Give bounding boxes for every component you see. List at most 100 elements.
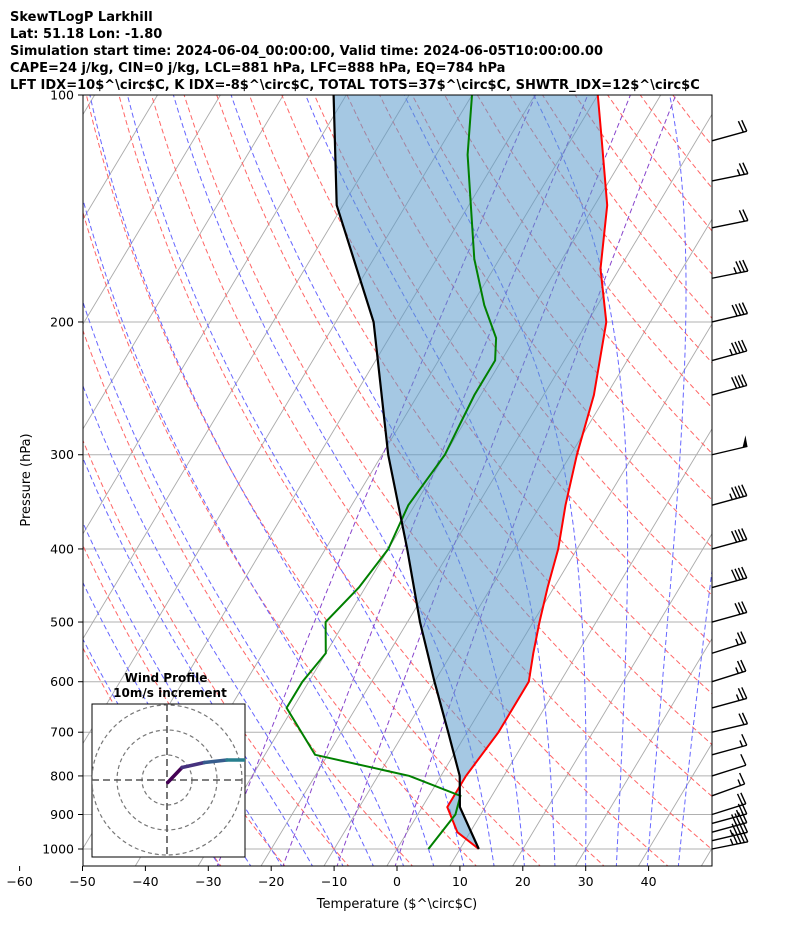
moist-adiabat	[83, 521, 283, 866]
isotherm-line	[575, 637, 712, 866]
isotherm-line	[83, 95, 284, 430]
barb-half-flag	[733, 267, 738, 274]
x-tick-label: −30	[195, 874, 221, 889]
cape-area	[333, 95, 608, 849]
barb-flag	[730, 530, 738, 543]
isotherm-line	[83, 95, 221, 325]
barb-staff	[711, 577, 747, 589]
barb-flag	[742, 162, 749, 175]
barb-flag	[730, 342, 738, 355]
barb-flag	[737, 602, 745, 614]
dry-adiabat	[118, 95, 605, 866]
barb-flag	[730, 814, 738, 826]
moist-adiabat	[83, 197, 405, 866]
wind-barb	[711, 339, 748, 362]
barb-flag	[741, 733, 748, 746]
wind-barb	[711, 792, 747, 816]
y-tick-label: 600	[50, 674, 74, 689]
barb-staff	[711, 764, 747, 777]
time-line: Simulation start time: 2024-06-04_00:00:…	[10, 44, 603, 59]
y-tick-label: 800	[50, 768, 74, 783]
barb-half-flag	[729, 348, 733, 356]
barb-staff	[711, 495, 747, 506]
indices-line-2: LFT IDX=10$^\circ$C, K IDX=-8$^\circ$C, …	[10, 78, 700, 93]
barb-flag	[737, 485, 745, 497]
barb-flag	[738, 303, 745, 315]
dry-adiabat	[183, 95, 712, 851]
hodograph-segment	[272, 758, 277, 766]
wind-barb	[711, 528, 748, 550]
barb-pennant	[742, 435, 748, 448]
barb-flag	[741, 687, 748, 699]
y-tick-label: 100	[50, 88, 74, 103]
wind-barb	[711, 209, 749, 229]
dry-adiabat	[444, 95, 712, 455]
barb-flag	[741, 119, 748, 132]
barb-flag	[736, 632, 744, 644]
wind-barb	[711, 484, 748, 506]
isotherm-line	[637, 742, 712, 866]
dry-adiabat	[85, 95, 541, 866]
hodograph-segment	[166, 765, 184, 785]
barb-flag	[738, 260, 746, 273]
hodograph-segment	[247, 758, 262, 761]
temperature-profile	[446, 95, 609, 850]
y-tick-label: 300	[50, 447, 74, 462]
x-tick-label: −60	[6, 874, 32, 889]
moist-adiabat	[89, 95, 435, 866]
barb-staff	[711, 723, 748, 733]
barb-half-flag	[737, 779, 742, 786]
barb-staff	[711, 384, 747, 396]
wind-barb	[711, 374, 748, 396]
x-tick-label: −10	[321, 874, 347, 889]
barb-flag	[740, 753, 747, 766]
dry-adiabat	[607, 95, 712, 232]
moist-adiabat	[646, 95, 687, 866]
barb-flag	[742, 209, 749, 221]
y-tick-label: 1000	[42, 842, 74, 857]
barb-half-flag	[729, 829, 734, 837]
y-tick-label: 400	[50, 541, 74, 556]
barb-flag	[741, 302, 749, 314]
moist-adiabat	[83, 384, 344, 866]
barb-flag	[741, 484, 748, 496]
location-line: Lat: 51.18 Lon: -1.80	[10, 27, 163, 42]
barb-flag	[738, 713, 745, 725]
barb-half-flag	[735, 809, 740, 817]
x-tick-label: 40	[641, 874, 657, 889]
wind-barb	[711, 772, 746, 797]
moist-adiabat	[83, 456, 314, 866]
dry-adiabat	[411, 95, 712, 501]
moist-adiabat	[172, 95, 495, 866]
x-axis-label: Temperature ($^\circ$C)	[316, 897, 477, 912]
moist-adiabat	[126, 95, 465, 866]
barb-half-flag	[729, 493, 733, 500]
barb-staff	[711, 445, 748, 456]
y-tick-label: 200	[50, 314, 74, 329]
barb-staff	[711, 350, 747, 362]
barb-half-flag	[735, 694, 740, 701]
dry-adiabat	[83, 329, 414, 866]
isotherm-line	[83, 95, 347, 535]
wind-barb	[711, 302, 749, 323]
barb-flag	[734, 813, 741, 825]
barb-flag	[737, 688, 745, 700]
y-axis-label: Pressure (hPa)	[19, 433, 34, 526]
barb-flag	[737, 567, 745, 580]
barb-flag	[734, 341, 741, 354]
barb-staff	[711, 783, 745, 797]
barb-staff	[711, 821, 747, 833]
barb-flag	[738, 209, 746, 222]
x-tick-label: 20	[515, 874, 531, 889]
barb-flag	[731, 823, 738, 836]
barb-staff	[711, 831, 748, 842]
moist-adiabat	[677, 566, 712, 866]
barb-half-flag	[735, 667, 739, 674]
barb-staff	[711, 611, 747, 623]
barb-flag	[737, 340, 745, 353]
indices-line-1: CAPE=24 j/kg, CIN=0 j/kg, LCL=881 hPa, L…	[10, 61, 506, 76]
x-tick-label: −40	[132, 874, 158, 889]
barb-flag	[736, 660, 744, 673]
barb-flag	[734, 376, 741, 388]
hodograph-segment	[180, 760, 207, 770]
